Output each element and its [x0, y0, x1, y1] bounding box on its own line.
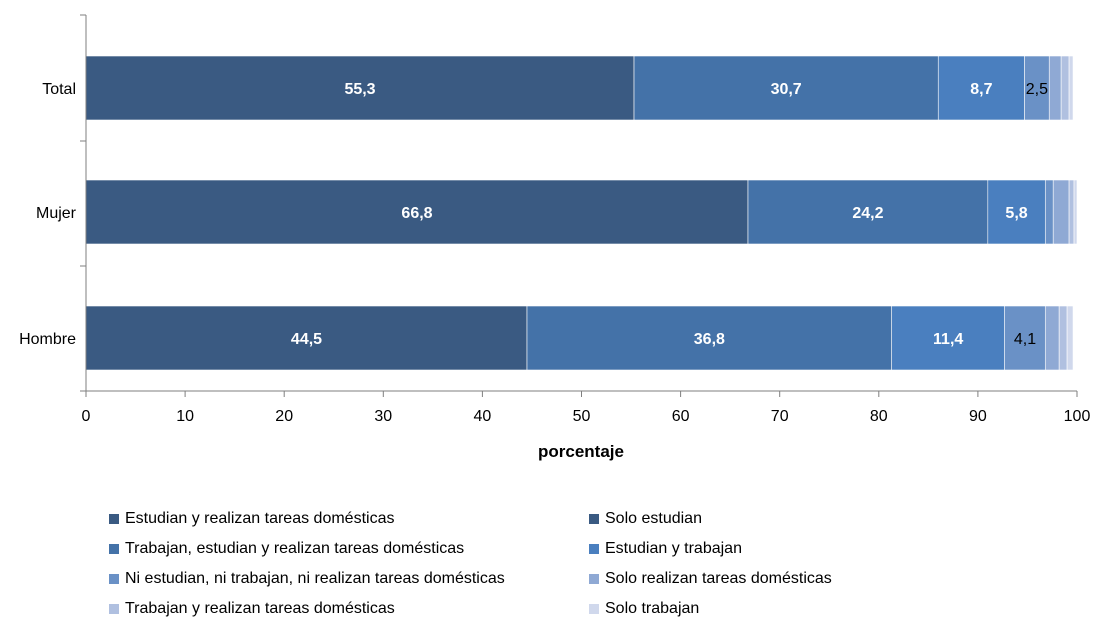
bar-segment	[937, 55, 1025, 121]
data-label: 24,2	[852, 205, 883, 222]
x-tick-label: 100	[1064, 408, 1091, 425]
bar-segment	[1048, 55, 1062, 121]
data-label: 5,8	[1005, 205, 1027, 222]
bar-segment	[85, 55, 635, 121]
bar-segment	[1066, 305, 1074, 371]
bar-segment	[747, 179, 989, 245]
data-label: 36,8	[694, 331, 725, 348]
bar-segment	[1044, 179, 1054, 245]
x-tick-label: 30	[374, 408, 392, 425]
bar-segment	[1068, 179, 1075, 245]
bar-segment	[85, 305, 528, 371]
bar-segment	[526, 305, 892, 371]
data-label: 4,1	[1014, 331, 1036, 348]
x-tick-label: 10	[176, 408, 194, 425]
x-tick-label: 60	[672, 408, 690, 425]
data-label: 55,3	[344, 81, 375, 98]
bar-segment	[1060, 55, 1070, 121]
bar-segment	[987, 179, 1046, 245]
bar-segment	[633, 55, 939, 121]
bar-segment	[1052, 179, 1070, 245]
x-tick-label: 90	[969, 408, 987, 425]
bar-segment	[85, 179, 749, 245]
category-label: Total	[42, 81, 76, 98]
data-label: 66,8	[401, 205, 432, 222]
data-label: 30,7	[771, 81, 802, 98]
x-axis-label: porcentaje	[538, 442, 624, 461]
bar-segment	[1073, 179, 1078, 245]
category-label: Hombre	[19, 331, 76, 348]
bars-group: 55,3 30,7 8,7 2,5 66,8 24,2 5,8 44,5 36,8 11,4 4,1	[85, 55, 1078, 371]
data-label: 8,7	[970, 81, 992, 98]
x-tick-label: 70	[771, 408, 789, 425]
x-tick-label: 40	[474, 408, 492, 425]
bar-segment	[1058, 305, 1068, 371]
x-tick-label: 50	[573, 408, 591, 425]
category-label: Mujer	[36, 205, 77, 222]
bar-segment	[1068, 55, 1074, 121]
x-tick-label: 80	[870, 408, 888, 425]
data-label: 44,5	[291, 331, 322, 348]
x-tick-label: 0	[82, 408, 91, 425]
data-label: 11,4	[933, 331, 963, 348]
bar-segment	[891, 305, 1005, 371]
data-label: 2,5	[1026, 81, 1048, 98]
x-tick-label: 20	[275, 408, 293, 425]
axes-group: Total Mujer Hombre 0 10 20 30 40 50 60 70 80 90 100	[19, 14, 1091, 425]
bar-segment	[1044, 305, 1060, 371]
